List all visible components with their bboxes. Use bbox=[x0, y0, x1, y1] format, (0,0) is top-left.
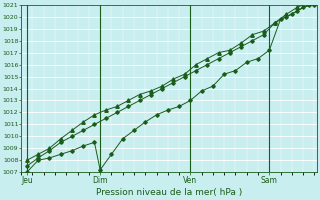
X-axis label: Pression niveau de la mer( hPa ): Pression niveau de la mer( hPa ) bbox=[96, 188, 242, 197]
